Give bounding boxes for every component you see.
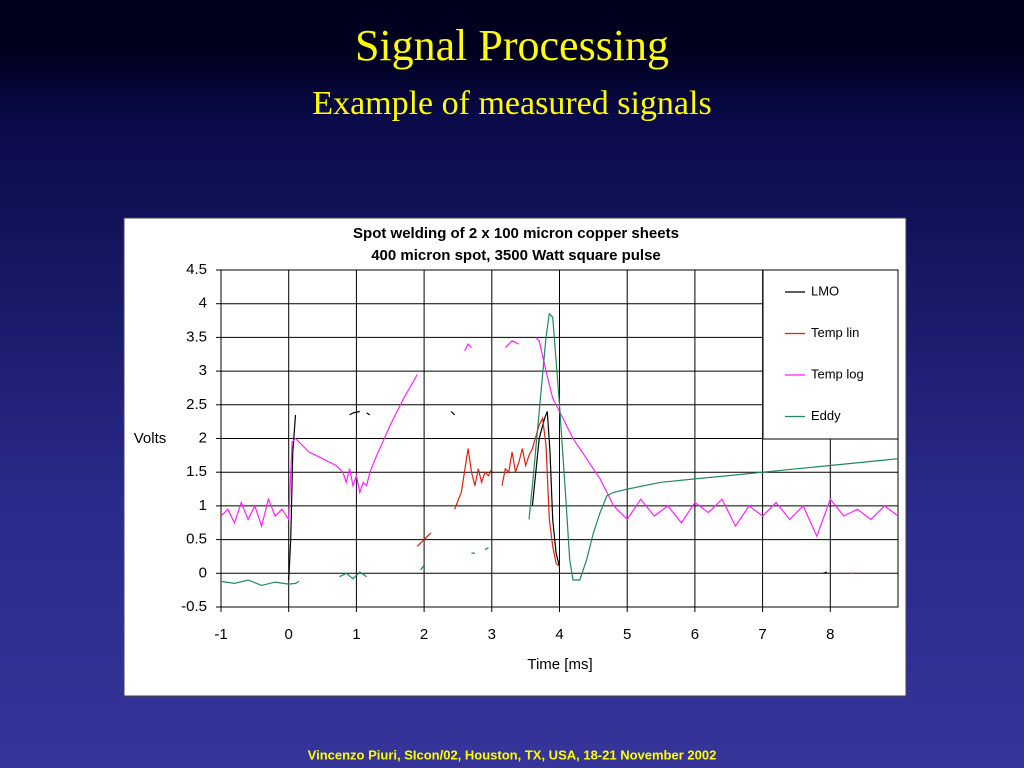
series-line xyxy=(416,416,854,574)
legend-box xyxy=(762,269,899,440)
y-tick-label: 1 xyxy=(199,497,207,514)
y-tick-label: 3 xyxy=(199,362,207,379)
x-tick-label: 0 xyxy=(285,626,293,643)
x-tick-label: 7 xyxy=(758,626,766,643)
footer: Vincenzo Piuri, SIcon/02, Houston, TX, U… xyxy=(308,747,717,762)
y-axis-label: Volts xyxy=(134,430,167,447)
y-tick-label: 0 xyxy=(199,564,207,581)
series-line xyxy=(220,336,899,538)
x-axis-label: Time [ms] xyxy=(527,656,592,673)
slide-title: Signal Processing xyxy=(355,21,669,70)
y-tick-label: 3.5 xyxy=(186,328,207,345)
chart-title: Spot welding of 2 x 100 micron copper sh… xyxy=(353,225,679,242)
x-tick-label: 8 xyxy=(826,626,834,643)
legend-label: Temp log xyxy=(811,366,864,381)
x-tick-label: 6 xyxy=(691,626,699,643)
y-tick-label: 2 xyxy=(199,429,207,446)
x-tick-label: 3 xyxy=(488,626,496,643)
series-line xyxy=(288,410,828,581)
x-tick-label: -1 xyxy=(214,626,227,643)
y-tick-label: 0.5 xyxy=(186,531,207,548)
legend-label: Eddy xyxy=(811,408,841,423)
legend-label: Temp lin xyxy=(811,325,859,340)
slide-subtitle: Example of measured signals xyxy=(312,85,711,122)
x-tick-label: 5 xyxy=(623,626,631,643)
y-tick-label: 4.5 xyxy=(186,261,207,278)
y-tick-label: 2.5 xyxy=(186,396,207,413)
chart-subtitle: 400 micron spot, 3500 Watt square pulse xyxy=(371,247,661,264)
y-tick-label: 1.5 xyxy=(186,463,207,480)
y-tick-label: 4 xyxy=(199,295,207,312)
x-tick-label: 4 xyxy=(555,626,563,643)
x-tick-label: 2 xyxy=(420,626,428,643)
y-tick-label: -0.5 xyxy=(181,598,207,615)
legend-label: LMO xyxy=(811,283,839,298)
series-line xyxy=(220,312,899,587)
x-tick-label: 1 xyxy=(352,626,360,643)
